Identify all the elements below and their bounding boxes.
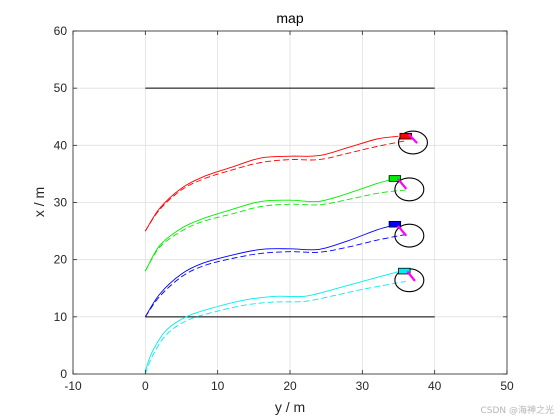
- reference-trajectory-line: [144, 234, 406, 318]
- actual-trajectory-line: [144, 224, 396, 318]
- x-tick-label: 10: [211, 379, 225, 393]
- heading-line: [406, 271, 416, 282]
- x-tick-label: 40: [428, 379, 442, 393]
- reference-trajectory-line: [144, 189, 406, 272]
- safety-circle: [397, 130, 428, 155]
- actual-trajectory-line: [144, 271, 399, 372]
- x-tick-label: 20: [283, 379, 297, 393]
- y-axis-label: x / m: [31, 187, 47, 217]
- y-tick-label: 50: [54, 81, 68, 95]
- y-tick-label: 20: [54, 253, 68, 267]
- heading-line: [397, 178, 407, 190]
- watermark: CSDN @海神之光: [480, 406, 554, 416]
- safety-circle: [394, 223, 425, 248]
- heading-line: [408, 133, 418, 144]
- x-tick-label: -10: [64, 379, 82, 393]
- vehicle-marker: [398, 267, 411, 275]
- y-tick-label: 60: [54, 24, 68, 38]
- vehicle-marker: [388, 175, 402, 182]
- plot-layer: [144, 87, 435, 375]
- y-tick-label: 40: [54, 138, 68, 152]
- y-tick-label: 10: [54, 310, 68, 324]
- x-tick-label: 30: [356, 379, 370, 393]
- actual-trajectory-line: [144, 178, 396, 272]
- x-tick-label: 0: [142, 379, 149, 393]
- y-tick-label: 0: [60, 367, 67, 381]
- x-tick-label: 50: [500, 379, 514, 393]
- chart-title: map: [276, 10, 303, 26]
- x-axis-label: y / m: [275, 399, 305, 415]
- reference-trajectory-line: [144, 140, 406, 232]
- safety-circle: [394, 177, 425, 202]
- reference-trajectory-line: [144, 280, 406, 375]
- actual-trajectory-line: [144, 135, 399, 232]
- y-tick-label: 30: [54, 196, 68, 210]
- heading-line: [397, 225, 407, 237]
- vehicle-marker: [388, 220, 402, 228]
